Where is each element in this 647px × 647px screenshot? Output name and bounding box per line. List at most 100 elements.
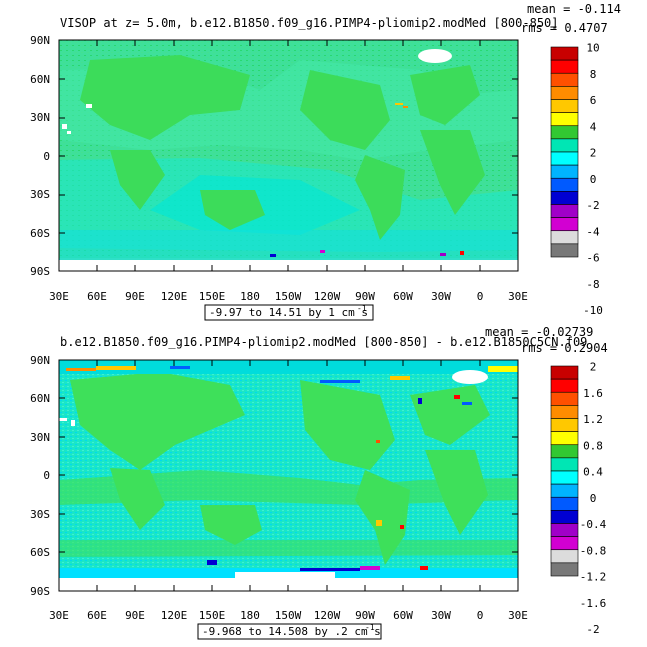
colorbar-swatch bbox=[550, 138, 579, 153]
colorbar-label: 1.6 bbox=[583, 387, 603, 400]
lon-label: 180 bbox=[240, 290, 260, 303]
lon-label: 0 bbox=[477, 609, 484, 622]
lon-label: 30E bbox=[49, 290, 69, 303]
colorbar-label: -0.8 bbox=[580, 544, 607, 557]
colorbar-label: -2 bbox=[586, 623, 599, 636]
colorbar-label: 2 bbox=[590, 361, 597, 374]
colorbar-label: -4 bbox=[586, 225, 600, 238]
lon-label: 150W bbox=[275, 290, 302, 303]
colorbar-swatch bbox=[550, 405, 579, 419]
panel-2-range-label: -9.968 to 14.508 by .2 cm s bbox=[202, 625, 381, 638]
lat-label: 60N bbox=[30, 392, 50, 405]
lon-label: 90W bbox=[355, 609, 375, 622]
colorbar-swatch bbox=[550, 496, 579, 511]
panel-1-rms: rms = 0.4707 bbox=[521, 21, 608, 35]
lon-label: 0 bbox=[477, 290, 484, 303]
colorbar-swatch bbox=[550, 457, 579, 472]
lat-label: 30S bbox=[30, 508, 50, 521]
colorbar-swatch bbox=[550, 204, 579, 218]
colorbar-label: 0.8 bbox=[583, 439, 603, 452]
lat-label: 90N bbox=[30, 354, 50, 367]
panel-1: VISOP at z= 5.0m, b.e12.B1850.f09_g16.PI… bbox=[30, 2, 621, 321]
colorbar-swatch bbox=[550, 378, 579, 393]
lon-label: 60E bbox=[87, 290, 107, 303]
lon-label: 30W bbox=[431, 609, 451, 622]
lon-label: 120E bbox=[161, 290, 188, 303]
lon-label: 150E bbox=[199, 609, 226, 622]
colorbar-label: -10 bbox=[583, 304, 603, 317]
colorbar-label: -6 bbox=[586, 252, 599, 265]
lon-label: 30E bbox=[508, 290, 528, 303]
lon-label: 90E bbox=[125, 290, 145, 303]
colorbar-swatch bbox=[550, 483, 579, 498]
colorbar-label: -8 bbox=[586, 278, 599, 291]
colorbar-swatch bbox=[550, 391, 579, 406]
colorbar-label: 0 bbox=[590, 492, 597, 505]
lon-label: 90E bbox=[125, 609, 145, 622]
colorbar-swatch bbox=[550, 243, 579, 258]
colorbar-label: 1.2 bbox=[583, 413, 603, 426]
panel-2-mean: mean = -0.02739 bbox=[485, 325, 593, 339]
lat-label: 0 bbox=[43, 469, 50, 482]
lon-label: 120W bbox=[314, 290, 341, 303]
panel-2-map bbox=[59, 360, 518, 591]
colorbar-swatch bbox=[550, 46, 579, 61]
panel-2-range-box: -9.968 to 14.508 by .2 cm s -1 bbox=[197, 623, 382, 640]
lon-label: 120E bbox=[161, 609, 188, 622]
panel-1-mean: mean = -0.114 bbox=[527, 2, 621, 16]
colorbar-label: 6 bbox=[590, 94, 597, 107]
panel-2-lon-axis: 30E 60E 90E 120E 150E 180 150W 120W 90W … bbox=[49, 360, 528, 622]
colorbar-swatch bbox=[550, 191, 579, 205]
colorbar-label: 2 bbox=[590, 147, 597, 160]
panel-1-range-box: -9.97 to 14.51 by 1 cm s -1 bbox=[204, 304, 374, 321]
colorbar-swatch bbox=[550, 510, 579, 524]
colorbar-swatch bbox=[550, 562, 579, 577]
lon-label: 60W bbox=[393, 609, 413, 622]
lon-label: 150W bbox=[275, 609, 302, 622]
panel-1-range-sup: -1 bbox=[357, 304, 367, 313]
colorbar-label: -1.6 bbox=[580, 597, 607, 610]
lon-label: 90W bbox=[355, 290, 375, 303]
colorbar-label: 10 bbox=[586, 42, 599, 55]
lat-label: 90N bbox=[30, 34, 50, 47]
colorbar-label: 0.4 bbox=[583, 466, 603, 479]
lat-label: 90S bbox=[30, 585, 50, 598]
lat-label: 30N bbox=[30, 111, 50, 124]
panel-1-map bbox=[59, 40, 518, 271]
panel-1-colorbar: 10 8 6 4 2 0 -2 -4 -6 -8 -10 bbox=[550, 42, 603, 317]
lat-label: 0 bbox=[43, 150, 50, 163]
colorbar-swatch bbox=[550, 549, 579, 564]
colorbar-swatch bbox=[550, 418, 579, 432]
colorbar-swatch bbox=[550, 230, 579, 245]
colorbar-swatch bbox=[550, 125, 579, 140]
lon-label: 30E bbox=[49, 609, 69, 622]
colorbar-swatch bbox=[550, 470, 579, 485]
colorbar-swatch bbox=[550, 86, 579, 100]
colorbar-swatch bbox=[550, 164, 579, 179]
panel-2-rms: rms = 0.2904 bbox=[521, 341, 608, 355]
panel-1-lon-axis: 30E 60E 90E 120E 150E 180 150W 120W 90W … bbox=[49, 40, 528, 303]
colorbar-swatch bbox=[550, 217, 579, 232]
colorbar-swatch bbox=[550, 72, 579, 87]
colorbar-swatch bbox=[550, 536, 579, 551]
lat-label: 60S bbox=[30, 227, 50, 240]
panel-2-lat-axis: 90N 60N 30N 0 30S 60S 90S bbox=[30, 354, 518, 598]
colorbar-swatch bbox=[550, 365, 579, 380]
lon-label: 120W bbox=[314, 609, 341, 622]
colorbar-swatch bbox=[550, 177, 579, 192]
lat-label: 90S bbox=[30, 265, 50, 278]
colorbar-swatch bbox=[550, 59, 579, 74]
panel-2: b.e12.B1850.f09_g16.PIMP4-pliomip2.modMe… bbox=[30, 325, 608, 640]
colorbar-label: -2 bbox=[586, 199, 599, 212]
colorbar-swatch bbox=[550, 444, 579, 459]
panel-2-range-sup: -1 bbox=[365, 623, 375, 632]
panel-1-range-label: -9.97 to 14.51 by 1 cm s bbox=[209, 306, 368, 319]
lat-label: 60S bbox=[30, 546, 50, 559]
lon-label: 150E bbox=[199, 290, 226, 303]
colorbar-swatch bbox=[550, 112, 579, 127]
colorbar-swatch bbox=[550, 151, 579, 166]
colorbar-label: 4 bbox=[590, 120, 597, 133]
lon-label: 60E bbox=[87, 609, 107, 622]
colorbar-swatch bbox=[550, 99, 579, 113]
lon-label: 180 bbox=[240, 609, 260, 622]
